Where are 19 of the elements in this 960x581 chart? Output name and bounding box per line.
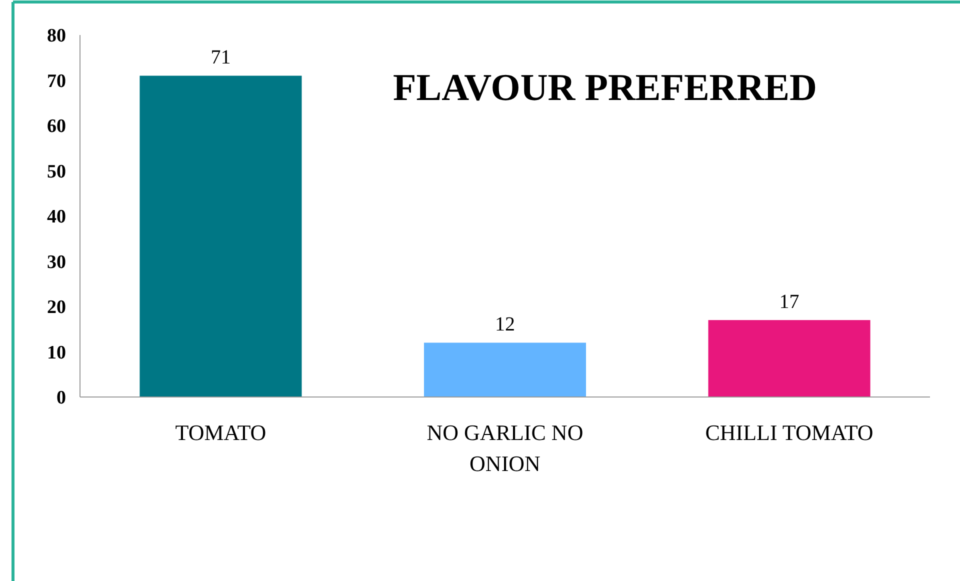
x-tick-label: CHILLI TOMATO <box>705 420 874 445</box>
text: FLAVOUR PREFERRED <box>393 67 817 109</box>
bar <box>708 320 870 397</box>
y-tick-label: 0 <box>56 388 66 409</box>
x-tick-label: TOMATO <box>175 420 266 445</box>
y-tick-label: 10 <box>47 342 66 364</box>
data-label: 17 <box>779 291 800 314</box>
y-tick-label: 30 <box>47 252 66 273</box>
y-tick-label: 40 <box>47 206 66 228</box>
data-label: 12 <box>495 314 515 336</box>
y-tick-label: 60 <box>47 116 66 138</box>
y-tick-label: 80 <box>47 26 66 47</box>
bar <box>140 76 302 397</box>
x-tick-label: NO GARLIC NO ONION <box>426 420 584 476</box>
y-tick-label: 70 <box>47 70 66 92</box>
y-tick-label: 50 <box>47 161 66 182</box>
y-tick-label: 20 <box>47 297 66 318</box>
data-label: 71 <box>210 46 231 69</box>
bar <box>424 342 586 397</box>
